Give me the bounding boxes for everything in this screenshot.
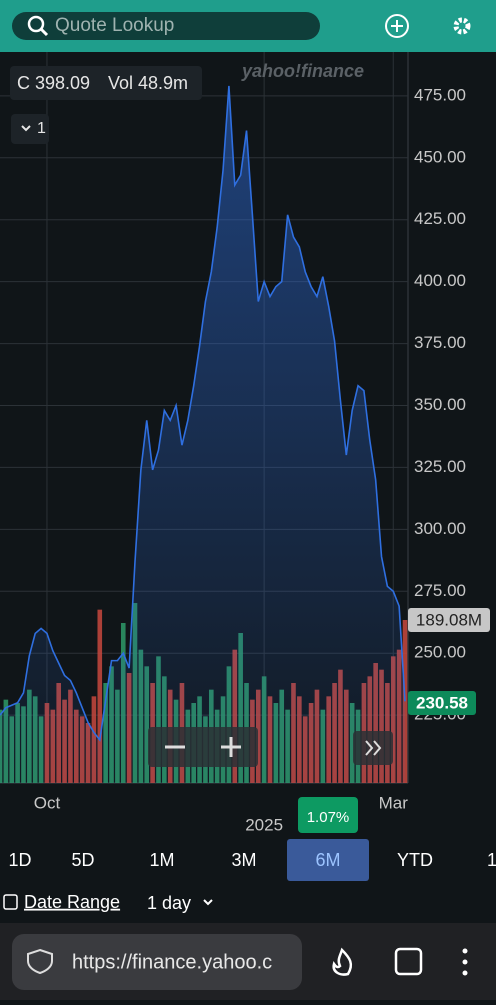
menu-dot[interactable]	[462, 948, 468, 954]
change-badge-text: 1.07%	[307, 809, 350, 826]
x-tick-label: Oct	[34, 793, 61, 812]
menu-dot	[462, 970, 468, 976]
url-box[interactable]	[12, 934, 302, 990]
settings-button[interactable]	[453, 17, 471, 35]
y-tick-label: 325.00	[414, 457, 466, 476]
indicator-count: 1	[37, 120, 46, 137]
price-badge-text: 230.58	[416, 693, 468, 712]
search-icon	[27, 15, 45, 33]
price-line	[0, 85, 406, 742]
add-icon	[391, 20, 403, 32]
price-area	[0, 85, 405, 784]
range-button[interactable]: 5D	[71, 850, 94, 870]
logo: yahoo!finance	[241, 61, 364, 81]
menu-dot	[462, 959, 468, 965]
x-tick-label: Mar	[379, 793, 409, 812]
settings-icon	[459, 23, 465, 29]
chevron	[21, 125, 31, 132]
y-tick-label: 475.00	[414, 85, 466, 104]
y-tick-label: 275.00	[414, 581, 466, 600]
y-tick-label: 350.00	[414, 395, 466, 414]
volume-label: Vol 48.9m	[108, 73, 188, 93]
close-label: C 398.09	[17, 73, 90, 93]
zoom-in[interactable]	[221, 737, 241, 757]
date-range[interactable]: Date Range	[24, 892, 120, 912]
ohlc-box	[10, 66, 202, 100]
volume-bar	[97, 609, 103, 783]
search-placeholder: Quote Lookup	[55, 15, 174, 36]
y-tick-label: 250.00	[414, 643, 466, 662]
y-tick-label: 375.00	[414, 333, 466, 352]
fire-icon[interactable]	[332, 947, 353, 976]
price-badge	[408, 691, 476, 715]
volume-badge	[408, 608, 490, 632]
y-tick-label: 400.00	[414, 271, 466, 290]
range-button[interactable]: 1D	[8, 850, 31, 870]
calendar-icon	[3, 894, 18, 910]
add-button[interactable]	[385, 14, 409, 38]
change-badge	[298, 797, 358, 833]
url: https://finance.yahoo.c	[72, 951, 272, 973]
scroll-icon	[365, 740, 382, 756]
range-button[interactable]: 3M	[231, 850, 256, 870]
range-selected	[287, 839, 369, 881]
y-tick-label: 425.00	[414, 209, 466, 228]
range-button[interactable]: 6M	[315, 850, 340, 870]
y-tick-label: 300.00	[414, 519, 466, 538]
interval[interactable]: 1 day	[147, 893, 191, 913]
tabs-icon[interactable]	[394, 947, 423, 976]
range-button[interactable]: YTD	[397, 850, 433, 870]
search-icon	[39, 27, 49, 37]
y-tick-label: 450.00	[414, 147, 466, 166]
volume-badge-text: 189.08M	[416, 610, 482, 629]
x-tick-label: 2025	[245, 815, 283, 834]
interval-chevron	[203, 899, 213, 906]
shield-icon	[27, 948, 53, 975]
range-button[interactable]: 1M	[149, 850, 174, 870]
search-box[interactable]	[12, 12, 320, 40]
zoom-controls	[148, 727, 258, 767]
range-button[interactable]: 1	[487, 850, 496, 870]
indicator-toggle[interactable]	[11, 114, 49, 144]
